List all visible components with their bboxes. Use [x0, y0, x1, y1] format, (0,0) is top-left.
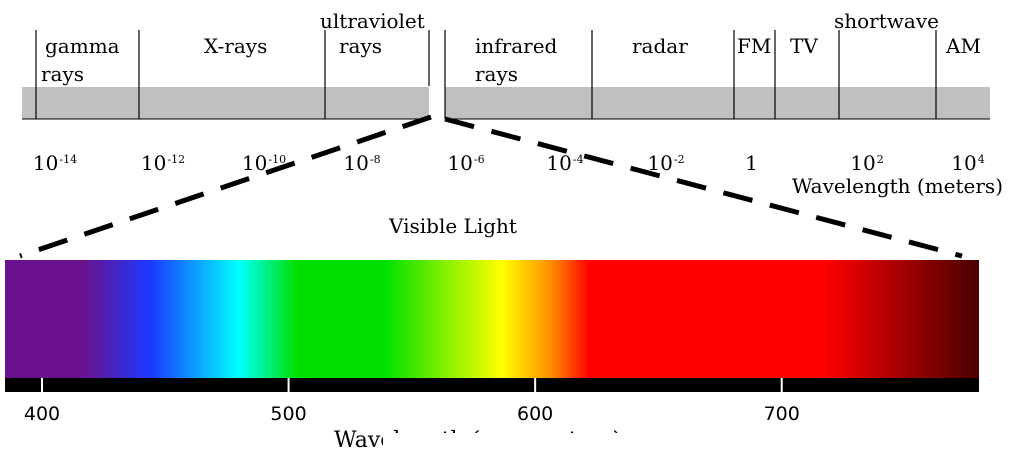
band-label-fm: FM [737, 34, 772, 58]
scale-tick-label: 10-2 [647, 151, 685, 175]
visible-tick-label: 700 [763, 403, 800, 425]
band-label-tv: TV [790, 34, 818, 58]
scale-tick-label: 10-4 [546, 151, 584, 175]
scale-tick-label: 10-8 [343, 151, 381, 175]
scale-tick-label: 10-6 [447, 151, 485, 175]
band-label-ultraviolet-2: rays [339, 34, 383, 58]
scale-tick-label: 1 [745, 151, 758, 175]
visible-scale-bar [5, 378, 979, 392]
visible-tick-marks [40, 378, 783, 392]
scale-tick-label: 10-12 [140, 151, 186, 175]
scale-tick-label: 104 [951, 151, 985, 175]
visible-tick-label: 600 [517, 403, 554, 425]
band-label-am: AM [946, 34, 981, 58]
zoom-dash-right [444, 116, 963, 259]
band-label-gamma-2: rays [41, 62, 85, 86]
visible-tick-label: 500 [270, 403, 307, 425]
band-label-shortwave: shortwave [834, 9, 939, 33]
band-label-gamma: gamma [45, 34, 120, 58]
band-label-infrared-2: rays [475, 62, 519, 86]
zoom-dash-left [19, 114, 432, 259]
visible-tick-label: 400 [23, 403, 61, 425]
band-label-infrared: infrared [475, 34, 558, 58]
band-label-ultraviolet: ultraviolet [320, 9, 425, 33]
visible-light-title: Visible Light [389, 214, 517, 238]
em-band-bar-right [445, 87, 990, 119]
band-label-xrays: X-rays [204, 34, 268, 58]
visible-spectrum-band [5, 260, 979, 378]
scale-tick-label: 10-10 [241, 151, 287, 175]
overlay-mask [383, 433, 1009, 455]
band-label-radar: radar [632, 34, 688, 58]
em-axis-label: Wavelength (meters) [791, 174, 1003, 198]
scale-tick-label: 102 [850, 151, 884, 175]
em-band-bar-left [22, 87, 429, 119]
scale-tick-label: 10-14 [32, 151, 78, 175]
